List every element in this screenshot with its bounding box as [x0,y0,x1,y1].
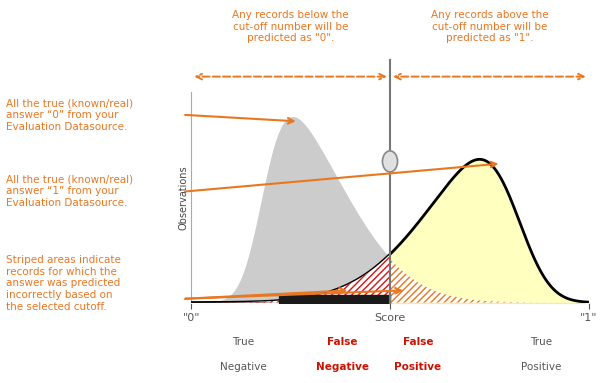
Text: False: False [327,337,358,347]
Text: All the true (known/real)
answer “0” from your
Evaluation Datasource.: All the true (known/real) answer “0” fro… [6,98,133,131]
Text: Negative: Negative [316,362,369,372]
Text: True: True [530,337,552,347]
Text: Any records below the
cut-off number will be
predicted as "0".: Any records below the cut-off number wil… [232,10,349,43]
Text: Positive: Positive [395,362,441,372]
Text: Striped areas indicate
records for which the
answer was predicted
incorrectly ba: Striped areas indicate records for which… [6,255,121,312]
Text: True: True [232,337,254,347]
Ellipse shape [382,151,398,172]
Text: All the true (known/real)
answer “1” from your
Evaluation Datasource.: All the true (known/real) answer “1” fro… [6,175,133,208]
Text: Positive: Positive [521,362,561,372]
Text: False: False [402,337,433,347]
Text: Any records above the
cut-off number will be
predicted as "1".: Any records above the cut-off number wil… [430,10,548,43]
Y-axis label: Observations: Observations [178,165,188,229]
Text: Negative: Negative [220,362,266,372]
